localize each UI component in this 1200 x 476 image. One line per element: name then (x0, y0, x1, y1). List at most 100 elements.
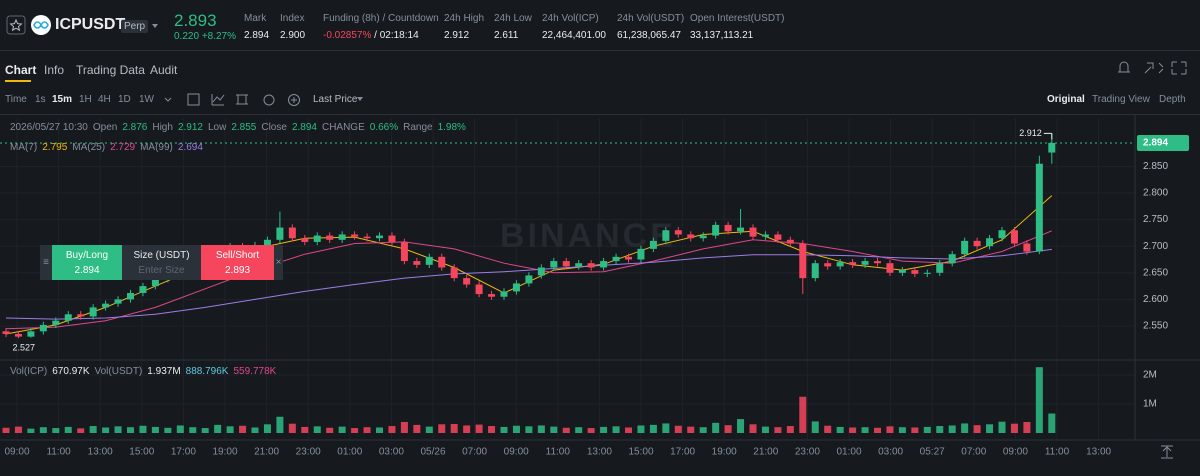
volume-bar (226, 426, 234, 433)
stat-value: 2.912 (444, 30, 469, 41)
candle-body (525, 275, 533, 284)
price-type-caret[interactable] (357, 97, 363, 101)
volume-bar (438, 424, 446, 433)
legend-value: 1.98% (438, 122, 466, 133)
x-tick-label: 07:00 (961, 447, 986, 458)
stat-extra: / 02:18:14 (374, 30, 419, 41)
legend-label: Range (403, 122, 433, 133)
vol-label: Vol(ICP) (10, 366, 47, 377)
volume-bar (413, 424, 421, 433)
candle-body (724, 224, 732, 232)
candle-body (861, 261, 869, 265)
legend-row: 2026/05/27 10:30 Open 2.876 High 2.912 Low 2.8… (10, 122, 466, 133)
candle-body (998, 230, 1006, 239)
vol-label: Vol(USDT) (95, 366, 143, 377)
y-tick-label: 2.550 (1143, 321, 1168, 332)
candle-body (824, 263, 832, 267)
candle-body (936, 263, 944, 273)
x-tick-label: 21:00 (254, 447, 279, 458)
add-icon[interactable] (288, 94, 300, 106)
candle-body (961, 240, 969, 255)
x-tick-label: 11:00 (1045, 447, 1070, 458)
volume-bar (587, 428, 595, 433)
bell-icon[interactable] (1118, 61, 1130, 73)
candle-body (786, 239, 794, 244)
x-tick-label: 13:00 (88, 447, 113, 458)
candle-body (874, 261, 881, 264)
volume-bar (164, 427, 172, 433)
interval[interactable]: 1W (139, 94, 154, 105)
buy-button[interactable]: Buy/Long 2.894 (52, 245, 122, 280)
candle-body (562, 261, 570, 267)
drag-handle[interactable]: ≡ (40, 245, 52, 280)
x-tick-label: 01:00 (337, 447, 362, 458)
stat-value: 2.900 (280, 30, 305, 41)
interval[interactable]: 1D (118, 94, 131, 105)
size-label: Size (USDT) (133, 249, 190, 261)
indicator-icon[interactable] (211, 94, 225, 106)
candle-body (127, 293, 134, 300)
close-button[interactable]: × (274, 245, 283, 280)
candle-body (799, 243, 807, 279)
stat-value: 22,464,401.00 (542, 30, 606, 41)
template-icon[interactable] (236, 94, 248, 105)
candle-body (89, 307, 97, 317)
tab[interactable]: Audit (150, 63, 178, 77)
volume-bar (537, 425, 545, 433)
candle-body (102, 303, 110, 308)
tab[interactable]: Chart (5, 63, 37, 77)
volume-bar (674, 425, 682, 433)
volume-bar (724, 425, 732, 433)
view-option[interactable]: Original (1047, 94, 1085, 105)
price-type[interactable]: Last Price (313, 94, 358, 105)
stat-value: 2.611 (494, 30, 518, 41)
candle-body (1048, 142, 1056, 153)
candle-body (948, 254, 956, 264)
tab[interactable]: Trading Data (76, 63, 145, 77)
stat-label: 24h Vol(USDT) (617, 13, 685, 24)
candle-body (338, 234, 346, 240)
view-option[interactable]: Depth (1159, 94, 1186, 105)
size-input[interactable]: Size (USDT) Enter Size (122, 245, 201, 280)
candle-body (438, 256, 446, 268)
x-tick-label: 09:00 (4, 447, 29, 458)
interval[interactable]: 4H (98, 94, 111, 105)
watermark: BINANCE (500, 217, 676, 255)
volume-bar (263, 424, 271, 433)
x-tick-label: 17:00 (670, 447, 695, 458)
interval-caret[interactable] (164, 97, 172, 102)
interval[interactable]: 15m (52, 94, 73, 105)
sell-button[interactable]: Sell/Short 2.893 (201, 245, 274, 280)
stat-label: Funding (8h) / Countdown (323, 13, 439, 24)
candle-body (151, 279, 159, 287)
symbol-caret[interactable] (152, 24, 158, 28)
volume-bar (338, 426, 346, 433)
reset-icon[interactable] (1161, 445, 1173, 459)
candle-body (363, 236, 371, 239)
candle-body (712, 224, 720, 236)
x-tick-label: 15:00 (129, 447, 154, 458)
volume-bar (77, 428, 85, 433)
volume-bar (512, 425, 520, 433)
tab[interactable]: Info (44, 63, 65, 77)
candle-body (849, 262, 857, 265)
settings-icon[interactable] (1144, 62, 1164, 74)
view-option[interactable]: Trading View (1092, 94, 1150, 105)
volume-bar (699, 427, 707, 433)
stat-label: Open Interest(USDT) (690, 13, 785, 24)
legend-row: Vol(ICP) 670.97K Vol(USDT) 1.937M 888.796K 55… (10, 366, 277, 377)
calendar-icon[interactable] (187, 93, 200, 106)
interval[interactable]: 1s (35, 94, 46, 105)
favorite-box[interactable] (6, 15, 26, 35)
x-tick-label: 11:00 (46, 447, 71, 458)
tool-icon[interactable] (263, 94, 275, 106)
legend-label: Close (261, 122, 287, 133)
candle-body (14, 333, 22, 337)
interval[interactable]: 1H (79, 94, 92, 105)
fullscreen-icon[interactable] (1171, 61, 1187, 75)
x-tick-label: 01:00 (836, 447, 861, 458)
contract-badge[interactable]: Perp (121, 20, 149, 33)
vol-ma-value: 888.796K (186, 366, 229, 377)
volume-bar (637, 425, 645, 433)
candle-body (649, 240, 657, 249)
